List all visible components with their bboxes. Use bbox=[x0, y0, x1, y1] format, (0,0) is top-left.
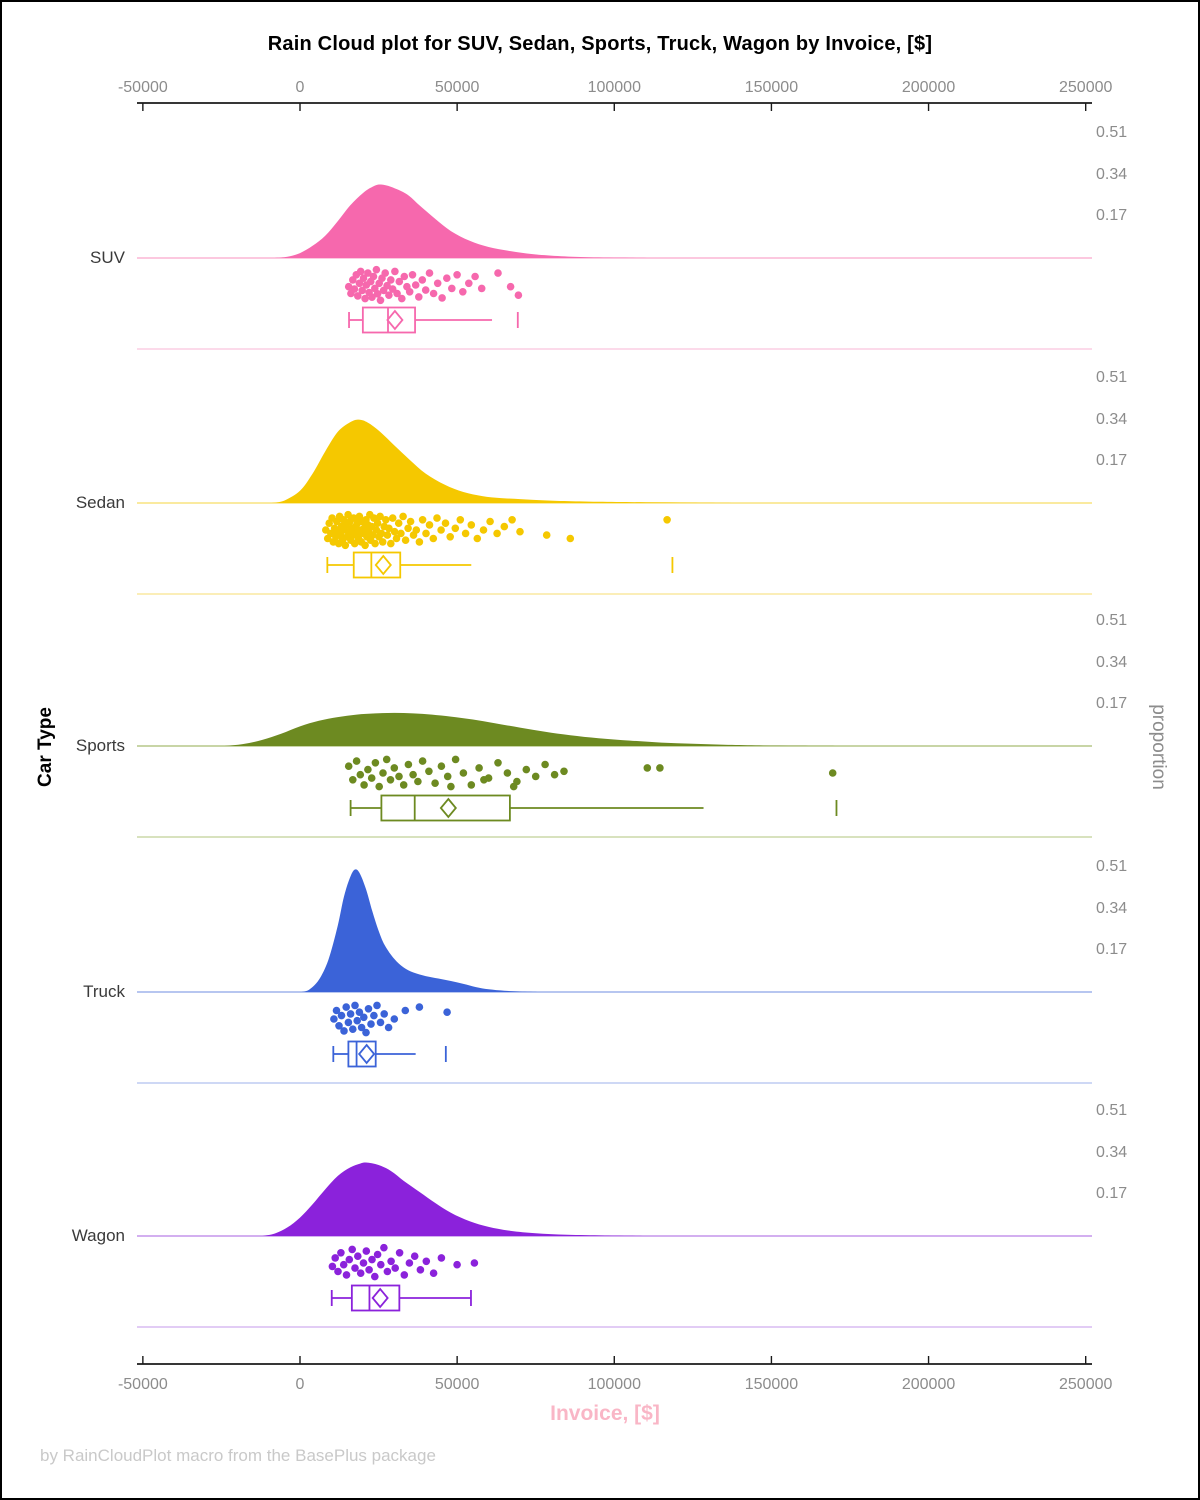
top-x-tick-label: 50000 bbox=[434, 79, 480, 96]
proportion-tick-label: 0.17 bbox=[1096, 695, 1128, 712]
top-x-tick-label: 100000 bbox=[587, 79, 641, 96]
category-label-wagon: Wagon bbox=[71, 1226, 125, 1245]
proportion-tick-label: 0.34 bbox=[1096, 411, 1128, 428]
density-cloud bbox=[262, 1162, 652, 1236]
rain-points bbox=[344, 265, 523, 305]
bottom-x-tick-label: 150000 bbox=[744, 1376, 799, 1393]
footer-credit: by RainCloudPlot macro from the BasePlus… bbox=[40, 1446, 436, 1465]
density-cloud bbox=[274, 184, 678, 258]
mean-diamond bbox=[386, 309, 404, 331]
bottom-x-tick-label: 0 bbox=[295, 1376, 305, 1393]
proportion-tick-label: 0.17 bbox=[1096, 207, 1128, 224]
mean-diamond bbox=[357, 1043, 376, 1065]
proportion-tick-label: 0.17 bbox=[1096, 1185, 1128, 1202]
series-sedan bbox=[137, 419, 1092, 595]
top-x-tick-label: 150000 bbox=[744, 79, 799, 96]
proportion-tick-label: 0.51 bbox=[1096, 1102, 1128, 1119]
category-label-sports: Sports bbox=[75, 736, 125, 755]
top-x-tick-label: 250000 bbox=[1058, 79, 1113, 96]
density-cloud bbox=[224, 712, 841, 746]
category-label-suv: SUV bbox=[90, 248, 125, 267]
bottom-x-tick-label: 50000 bbox=[434, 1376, 480, 1393]
bottom-axis bbox=[137, 1356, 1092, 1365]
top-x-tick-label: -50000 bbox=[117, 79, 168, 96]
top-x-tick-label: 200000 bbox=[901, 79, 956, 96]
right-axis-label: proportion bbox=[1148, 704, 1169, 790]
category-label-truck: Truck bbox=[83, 982, 125, 1001]
rain-points bbox=[330, 1001, 451, 1037]
proportion-tick-label: 0.51 bbox=[1096, 369, 1128, 386]
bottom-x-tick-label: 100000 bbox=[587, 1376, 641, 1393]
box-plot bbox=[330, 1284, 472, 1312]
chart-title: Rain Cloud plot for SUV, Sedan, Sports, … bbox=[267, 33, 933, 55]
proportion-tick-label: 0.17 bbox=[1096, 941, 1128, 958]
series-suv bbox=[137, 184, 1092, 350]
bottom-x-tick-label: 250000 bbox=[1058, 1376, 1113, 1393]
x-axis-label: Invoice, [$] bbox=[550, 1402, 660, 1425]
top-axis bbox=[137, 102, 1092, 111]
y-axis-label: Car Type bbox=[35, 707, 56, 787]
series-wagon bbox=[137, 1162, 1092, 1328]
proportion-tick-label: 0.51 bbox=[1096, 858, 1128, 875]
proportion-tick-label: 0.34 bbox=[1096, 654, 1128, 671]
mean-diamond bbox=[439, 797, 458, 819]
proportion-tick-label: 0.51 bbox=[1096, 612, 1128, 629]
box-plot bbox=[349, 794, 838, 822]
proportion-tick-label: 0.34 bbox=[1096, 1144, 1128, 1161]
box-plot bbox=[348, 306, 519, 334]
series-truck bbox=[137, 869, 1092, 1084]
mean-diamond bbox=[371, 1287, 389, 1309]
proportion-tick-label: 0.34 bbox=[1096, 166, 1128, 183]
box-plot bbox=[326, 551, 674, 579]
mean-diamond bbox=[374, 554, 392, 576]
category-label-sedan: Sedan bbox=[75, 493, 125, 512]
box-plot bbox=[332, 1040, 447, 1068]
density-cloud bbox=[301, 869, 539, 992]
density-cloud bbox=[271, 419, 740, 503]
bottom-x-tick-label: 200000 bbox=[901, 1376, 956, 1393]
rain-points bbox=[322, 510, 671, 550]
rain-points bbox=[328, 1243, 479, 1281]
series-sports bbox=[137, 712, 1092, 838]
proportion-tick-label: 0.34 bbox=[1096, 900, 1128, 917]
proportion-tick-label: 0.17 bbox=[1096, 452, 1128, 469]
bottom-x-tick-label: -50000 bbox=[117, 1376, 168, 1393]
proportion-tick-label: 0.51 bbox=[1096, 124, 1128, 141]
rain-points bbox=[344, 755, 837, 791]
top-x-tick-label: 0 bbox=[295, 79, 305, 96]
